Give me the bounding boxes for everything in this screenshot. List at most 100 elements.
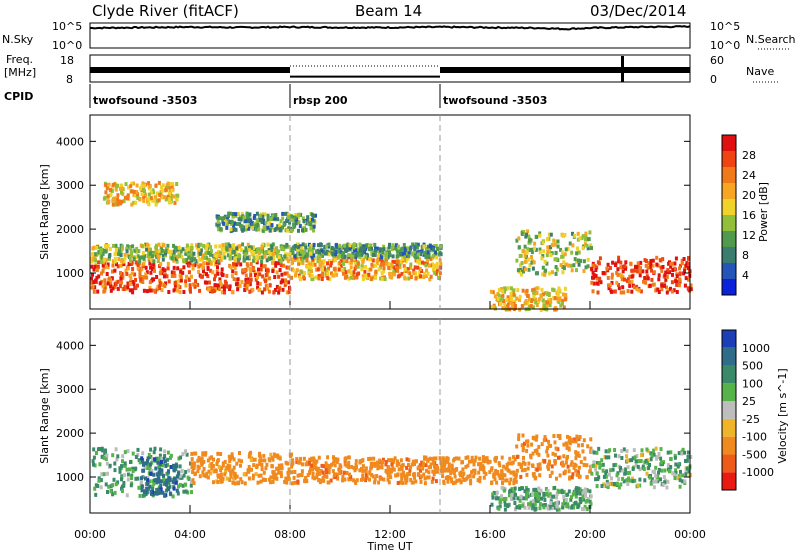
cell-1 (266, 242, 270, 247)
cell-5 (514, 492, 517, 497)
cell-3 (322, 478, 326, 483)
cell-5 (576, 258, 580, 263)
cell-5 (584, 490, 587, 495)
cell-1 (159, 479, 163, 484)
cell-2 (212, 480, 215, 485)
cell-4 (468, 473, 472, 478)
cell-4 (518, 294, 522, 299)
cell-7 (666, 463, 670, 468)
cell-0 (207, 280, 211, 285)
cell-1 (251, 245, 255, 250)
cell-5 (526, 494, 530, 499)
cell-4 (505, 298, 509, 302)
cell-5 (523, 267, 527, 272)
cell-2 (219, 475, 223, 480)
cell-7 (165, 185, 169, 190)
cell-0 (108, 276, 111, 281)
cell-1 (164, 482, 168, 487)
cell-3 (347, 477, 351, 482)
cell-3 (321, 249, 325, 254)
y-tick-label-3: 4000 (56, 339, 84, 352)
cell-1 (283, 254, 287, 259)
cell-1 (176, 471, 180, 476)
cell-3 (370, 473, 374, 478)
cell-2 (371, 258, 375, 263)
cell-2 (398, 259, 402, 264)
cell-3 (415, 245, 419, 250)
cell-7 (595, 484, 599, 489)
cell-3 (411, 252, 415, 257)
cell-3 (400, 246, 404, 251)
cell-3 (405, 457, 409, 462)
cell-7 (631, 479, 635, 484)
cell-2 (379, 276, 383, 281)
cell-6 (616, 272, 620, 277)
cell-0 (93, 486, 97, 491)
cell-4 (478, 479, 482, 484)
cell-1 (153, 457, 157, 462)
cell-3 (402, 251, 406, 256)
cell-0 (133, 272, 137, 277)
cell-3 (381, 250, 385, 255)
power-colorbar-swatch-9 (722, 135, 736, 151)
cell-0 (197, 269, 201, 274)
cell-8 (285, 219, 289, 223)
cell-1 (144, 242, 148, 247)
cell-2 (216, 458, 220, 463)
cell-0 (189, 289, 192, 294)
cell-4 (461, 474, 465, 479)
cell-2 (271, 479, 275, 484)
cell-3 (410, 480, 414, 485)
cell-4 (529, 304, 533, 308)
cell-2 (192, 481, 196, 486)
cell-5 (583, 242, 587, 247)
cell-0 (273, 288, 277, 292)
cell-7 (638, 467, 642, 472)
cell-4 (518, 298, 521, 302)
cell-7 (136, 196, 140, 200)
cell-3 (295, 459, 299, 464)
cell-7 (109, 192, 113, 197)
cell-4 (461, 467, 465, 472)
cell-5 (566, 246, 570, 251)
cell-5 (554, 271, 558, 276)
cell-0 (122, 481, 126, 485)
cell-3 (405, 476, 409, 480)
cell-0 (126, 285, 130, 290)
cell-0 (220, 267, 224, 272)
cell-4 (501, 481, 504, 485)
cell-2 (247, 468, 251, 472)
cell-7 (149, 195, 153, 200)
cell-0 (141, 451, 145, 456)
cell-2 (335, 272, 339, 277)
cell-8 (257, 227, 261, 232)
cell-1 (157, 479, 161, 484)
cell-0 (247, 277, 251, 282)
cell-2 (422, 271, 426, 276)
cell-7 (170, 188, 174, 193)
cell-0 (118, 466, 122, 471)
cell-3 (384, 462, 388, 467)
cell-2 (382, 269, 386, 274)
cell-0 (232, 277, 236, 282)
cell-1 (152, 259, 156, 264)
cell-0 (134, 278, 137, 282)
cell-8 (276, 224, 280, 229)
cell-0 (267, 276, 271, 281)
cell-7 (106, 196, 110, 201)
cell-2 (240, 480, 244, 485)
cell-3 (354, 459, 358, 464)
cell-6 (673, 261, 677, 266)
cell-0 (120, 486, 123, 491)
cell-3 (304, 462, 308, 467)
cell-2 (236, 480, 240, 485)
cell-7 (169, 195, 173, 200)
cell-1 (257, 251, 261, 256)
cell-0 (267, 289, 271, 294)
cell-2 (419, 274, 423, 279)
cell-7 (601, 462, 605, 467)
cell-2 (360, 256, 364, 261)
cell-1 (172, 468, 176, 473)
cell-0 (126, 281, 130, 286)
cell-8 (242, 215, 246, 220)
